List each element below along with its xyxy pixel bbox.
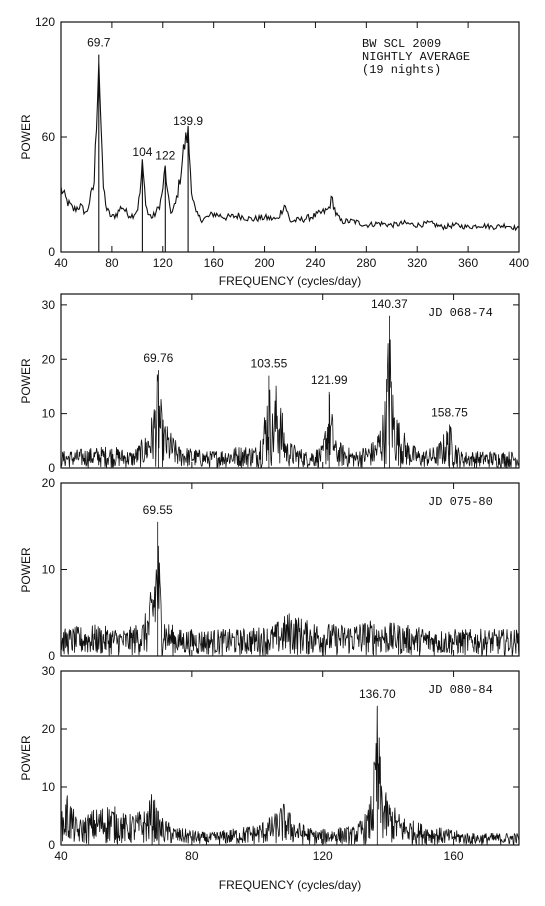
- y-tick-label: 0: [48, 461, 55, 475]
- x-tick-label: 160: [204, 256, 224, 270]
- panel-4-ylabel: POWER: [19, 735, 33, 781]
- panel-3-ticks: 0 10 20: [42, 476, 519, 663]
- peak-label: 69.55: [143, 503, 173, 517]
- y-tick-label: 10: [42, 780, 56, 794]
- panel-3-spectrum: [60, 521, 520, 657]
- panel-3: 0 10 20 69.55 JD 075-80 POWER: [19, 476, 520, 663]
- panel-1-ticks: 40 80 120 160 200 240 280 320 360 400 0 60 120: [35, 15, 529, 270]
- x-tick-label: 400: [509, 256, 529, 270]
- peak-label: 69.76: [143, 351, 173, 365]
- x-tick-label: 320: [407, 256, 427, 270]
- panel-1-spectrum: [60, 54, 520, 252]
- panel-3-annotations: 69.55: [143, 503, 173, 517]
- panel-1-annotations: 69.7 104 122 139.9: [87, 36, 203, 163]
- peak-label: 158.75: [431, 406, 468, 420]
- panel-2-ticks: 0 10 20 30: [42, 294, 519, 475]
- panel-3-ylabel: POWER: [19, 547, 33, 593]
- x-tick-label: 80: [105, 256, 119, 270]
- panel-1: 40 80 120 160 200 240 280 320 360 400 0 60 120 69.7 1…: [19, 15, 529, 288]
- panel-4-annotations: 136.70: [359, 687, 396, 701]
- panel-3-info: JD 075-80: [428, 495, 493, 509]
- y-tick-label: 60: [42, 130, 56, 144]
- y-tick-label: 30: [42, 664, 56, 678]
- y-tick-label: 30: [42, 298, 56, 312]
- panel-2-spectrum: [60, 315, 520, 469]
- y-tick-label: 10: [42, 563, 56, 577]
- peak-label: 121.99: [311, 373, 348, 387]
- y-tick-label: 0: [48, 838, 55, 852]
- x-tick-label: 120: [313, 849, 333, 863]
- panel-4-ticks: 40 80 120 160 0 10 20 30: [42, 664, 519, 863]
- y-tick-label: 20: [42, 476, 56, 490]
- panel-2-frame: [60, 293, 520, 469]
- peak-label: 104: [132, 145, 152, 159]
- y-tick-label: 120: [35, 15, 55, 29]
- x-tick-label: 120: [153, 256, 173, 270]
- panel-4: 40 80 120 160 0 10 20 30 136.70 JD 080-84 POWER…: [19, 664, 520, 892]
- info-line: NIGHTLY AVERAGE: [362, 50, 470, 64]
- x-tick-label: 160: [444, 849, 464, 863]
- info-line: BW SCL 2009: [362, 37, 441, 51]
- panel-4-info: JD 080-84: [428, 683, 493, 697]
- x-tick-label: 360: [458, 256, 478, 270]
- peak-label: 139.9: [173, 114, 203, 128]
- peak-label: 122: [155, 149, 175, 163]
- panel-4-xlabel: FREQUENCY (cycles/day): [219, 878, 361, 892]
- peak-label: 69.7: [87, 36, 111, 50]
- panel-2-ylabel: POWER: [19, 358, 33, 404]
- x-tick-label: 80: [185, 849, 199, 863]
- y-tick-label: 0: [48, 649, 55, 663]
- y-tick-label: 10: [42, 407, 56, 421]
- x-tick-label: 40: [54, 256, 68, 270]
- info-line: JD 068-74: [428, 306, 493, 320]
- y-tick-label: 20: [42, 722, 56, 736]
- peak-label: 136.70: [359, 687, 396, 701]
- panel-4-frame: [60, 670, 520, 846]
- panel-4-spectrum: [60, 705, 520, 846]
- info-line: (19 nights): [362, 63, 441, 77]
- peak-label: 103.55: [251, 357, 288, 371]
- x-tick-label: 240: [305, 256, 325, 270]
- panel-1-ylabel: POWER: [19, 114, 33, 160]
- y-tick-label: 20: [42, 352, 56, 366]
- panel-1-xlabel: FREQUENCY (cycles/day): [219, 274, 361, 288]
- panel-2: 0 10 20 30 69.76 103.55 121.99 140.37 158.75 JD…: [19, 293, 520, 475]
- x-tick-label: 40: [54, 849, 68, 863]
- y-tick-label: 0: [48, 245, 55, 259]
- info-line: JD 080-84: [428, 683, 493, 697]
- peak-label: 140.37: [371, 297, 408, 311]
- info-line: JD 075-80: [428, 495, 493, 509]
- panel-2-annotations: 69.76 103.55 121.99 140.37 158.75: [143, 297, 468, 420]
- x-tick-label: 280: [356, 256, 376, 270]
- x-tick-label: 200: [255, 256, 275, 270]
- panel-2-info: JD 068-74: [428, 306, 493, 320]
